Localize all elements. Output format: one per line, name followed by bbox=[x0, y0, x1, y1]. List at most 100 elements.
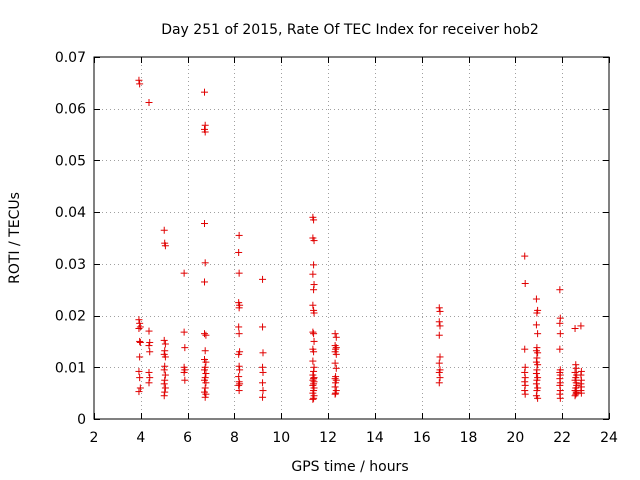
data-point bbox=[202, 331, 210, 339]
data-point bbox=[135, 367, 143, 375]
data-point bbox=[435, 318, 443, 326]
data-point bbox=[145, 379, 153, 387]
data-point bbox=[161, 242, 169, 250]
data-point bbox=[180, 368, 188, 376]
data-point bbox=[135, 325, 143, 332]
data-point bbox=[521, 390, 529, 398]
data-point bbox=[161, 371, 169, 379]
data-point bbox=[521, 280, 529, 288]
data-point bbox=[180, 269, 188, 277]
y-axis-tick-labels: 0 0.01 0.02 0.03 0.04 0.05 0.06 0.07 bbox=[55, 50, 86, 428]
data-point bbox=[572, 390, 580, 398]
data-point bbox=[571, 325, 579, 332]
data-point bbox=[310, 348, 318, 356]
data-point bbox=[161, 384, 169, 392]
data-point bbox=[201, 128, 209, 136]
data-point bbox=[532, 380, 540, 388]
data-point bbox=[259, 387, 267, 395]
x-tick-label: 14 bbox=[366, 430, 384, 446]
data-point bbox=[201, 121, 209, 129]
data-point bbox=[534, 394, 542, 402]
data-point bbox=[310, 216, 318, 224]
data-point bbox=[332, 364, 340, 372]
data-point bbox=[436, 374, 444, 382]
chart-title: Day 251 of 2015, Rate Of TEC Index for r… bbox=[161, 22, 539, 38]
data-point bbox=[436, 353, 444, 361]
data-point bbox=[160, 226, 168, 234]
data-point bbox=[202, 369, 210, 377]
data-point bbox=[145, 327, 153, 335]
data-point bbox=[332, 333, 340, 341]
y-tick-label: 0.02 bbox=[55, 309, 86, 325]
data-point bbox=[201, 384, 209, 392]
data-point bbox=[436, 307, 444, 315]
y-tick-label: 0 bbox=[77, 412, 86, 428]
x-tick-label: 16 bbox=[413, 430, 431, 446]
data-point bbox=[200, 220, 208, 228]
data-point bbox=[556, 286, 564, 294]
data-point bbox=[202, 358, 210, 366]
data-point bbox=[435, 379, 443, 387]
data-point bbox=[534, 349, 542, 357]
data-point bbox=[556, 394, 564, 402]
data-point bbox=[309, 301, 317, 309]
data-point bbox=[435, 368, 443, 376]
x-tick-label: 8 bbox=[230, 430, 239, 446]
data-point bbox=[235, 248, 243, 256]
data-point bbox=[200, 366, 208, 374]
x-tick-label: 24 bbox=[600, 430, 618, 446]
data-point bbox=[201, 259, 209, 267]
y-tick-label: 0.01 bbox=[55, 360, 86, 376]
x-tick-label: 18 bbox=[460, 430, 478, 446]
data-point bbox=[202, 390, 210, 398]
data-point bbox=[259, 393, 267, 401]
data-point bbox=[331, 390, 339, 398]
data-point bbox=[180, 328, 188, 336]
y-tick-label: 0.05 bbox=[55, 153, 86, 169]
data-point bbox=[332, 344, 340, 352]
data-point bbox=[332, 350, 340, 358]
x-axis-tick-labels: 2 4 6 8 10 12 14 16 18 20 22 24 bbox=[90, 430, 618, 446]
data-point bbox=[532, 369, 540, 377]
data-point bbox=[235, 323, 243, 331]
data-point bbox=[577, 322, 585, 330]
data-point bbox=[160, 366, 168, 374]
data-point bbox=[146, 338, 154, 346]
x-tick-label: 12 bbox=[319, 430, 337, 446]
data-point bbox=[145, 368, 153, 376]
data-point bbox=[136, 80, 144, 88]
data-point bbox=[136, 353, 144, 361]
data-point bbox=[556, 345, 564, 353]
x-tick-label: 20 bbox=[506, 430, 524, 446]
plot-area-frame bbox=[93, 56, 610, 420]
data-point bbox=[201, 347, 209, 355]
data-point bbox=[236, 366, 244, 374]
data-point bbox=[556, 319, 564, 327]
data-point bbox=[259, 349, 267, 357]
data-point bbox=[436, 322, 444, 330]
data-point bbox=[235, 231, 243, 239]
data-point bbox=[310, 309, 318, 317]
data-point bbox=[136, 319, 144, 327]
x-tick-label: 10 bbox=[272, 430, 290, 446]
data-point bbox=[310, 367, 318, 375]
data-point bbox=[235, 350, 243, 358]
x-tick-label: 2 bbox=[90, 430, 99, 446]
data-point bbox=[331, 383, 339, 391]
data-point bbox=[136, 337, 144, 345]
data-point bbox=[161, 340, 169, 348]
data-point bbox=[309, 270, 317, 278]
data-point bbox=[309, 328, 317, 336]
data-point bbox=[200, 330, 208, 338]
data-point bbox=[534, 361, 542, 369]
data-point bbox=[235, 387, 243, 395]
data-point bbox=[310, 237, 318, 245]
data-point bbox=[181, 376, 189, 384]
y-tick-label: 0.06 bbox=[55, 102, 86, 118]
x-tick-label: 4 bbox=[136, 430, 145, 446]
data-point bbox=[235, 304, 243, 312]
data-point bbox=[331, 359, 339, 367]
data-point bbox=[534, 330, 542, 338]
data-point bbox=[571, 392, 579, 400]
